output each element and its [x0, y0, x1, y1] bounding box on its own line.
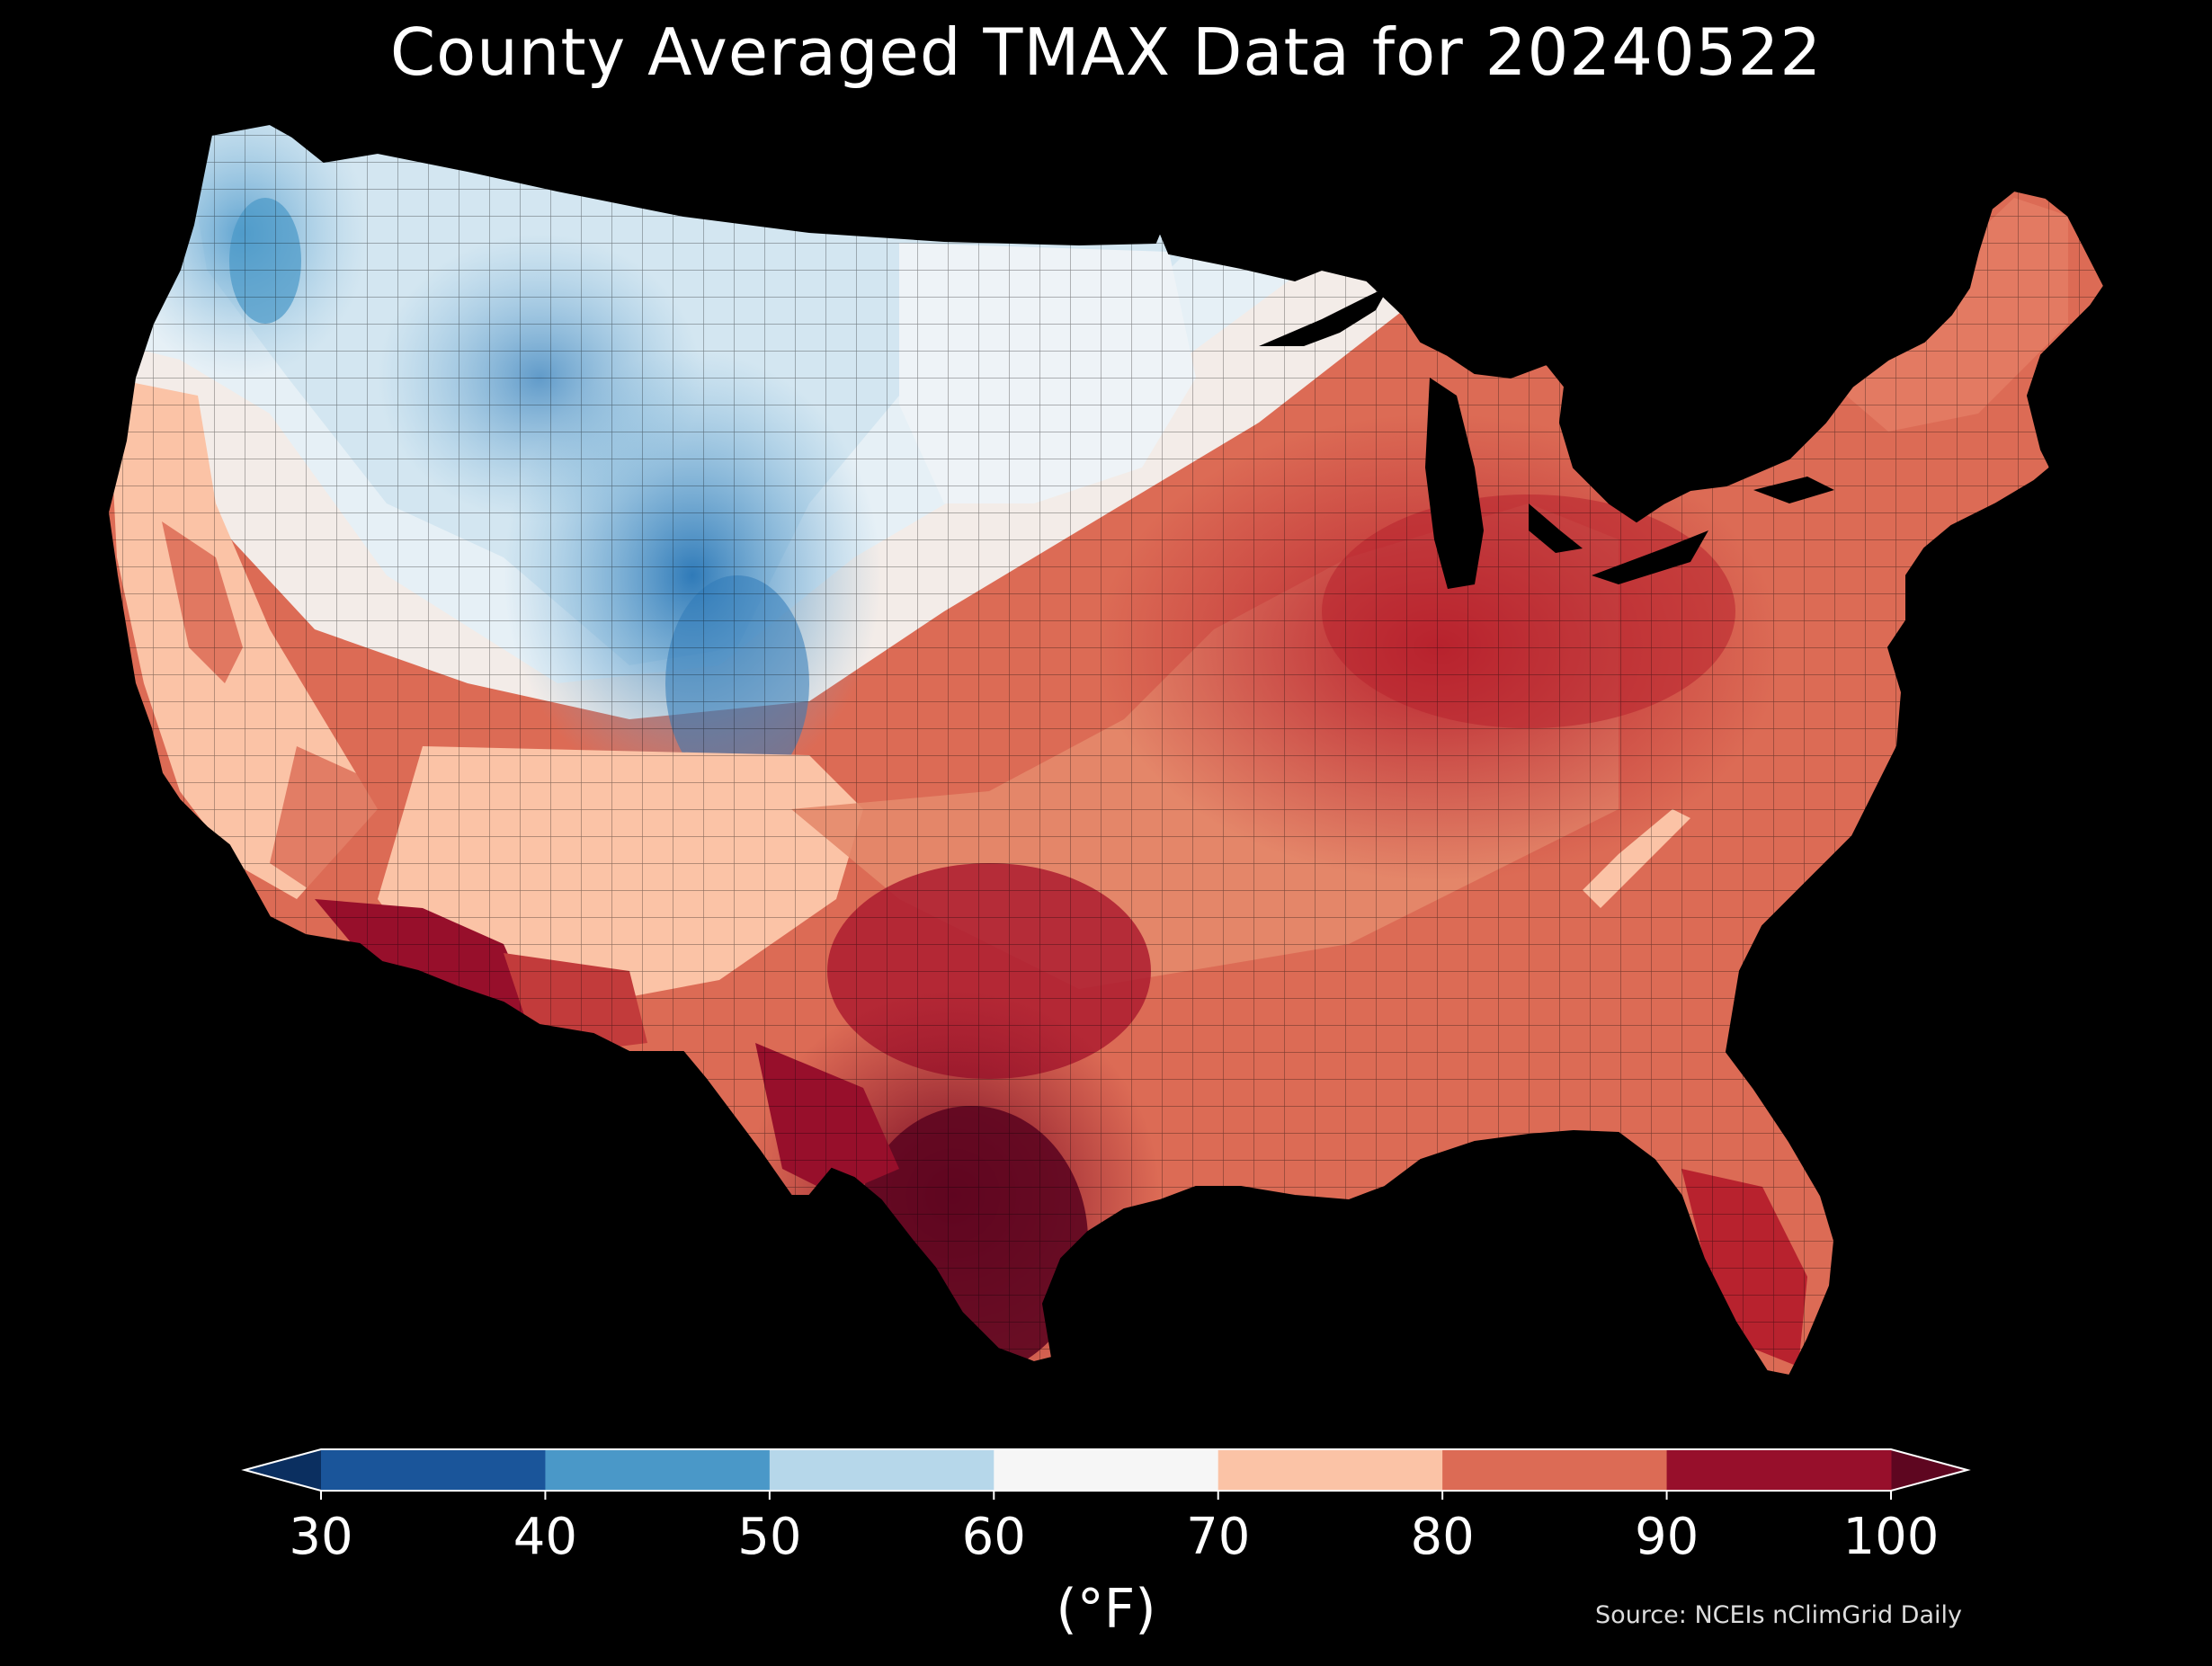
colorbar-bin-60-70 [994, 1449, 1219, 1491]
colorbar-bin-50-60 [769, 1449, 995, 1491]
colorbar-bin-30-40 [321, 1449, 546, 1491]
colorbar-bin-70-80 [1217, 1449, 1443, 1491]
colorbar-tick-label: 80 [1411, 1508, 1475, 1566]
colorbar-bin-90-100 [1666, 1449, 1892, 1491]
colorbar-tick-label: 70 [1186, 1508, 1250, 1566]
colorbar-tick-label: 50 [737, 1508, 801, 1566]
colorbar-tick-label: 40 [513, 1508, 577, 1566]
page-title: County Averaged TMAX Data for 20240522 [389, 14, 1823, 90]
source-note: Source: NCEIs nClimGrid Daily [1595, 1601, 1962, 1629]
colorbar-tick-label: 90 [1635, 1508, 1699, 1566]
colorbar-tick-label: 60 [962, 1508, 1026, 1566]
colorbar-under-extension [245, 1449, 321, 1491]
colorbar-bin-80-90 [1442, 1449, 1668, 1491]
colorbar-tick-label: 100 [1843, 1508, 1940, 1566]
colorbar-bin-40-50 [545, 1449, 771, 1491]
great-lakes [1259, 286, 1834, 589]
colorbar-tick-label: 30 [289, 1508, 352, 1566]
colorbar-over-extension [1891, 1449, 1967, 1491]
colorbar-unit-label: (°F) [1056, 1578, 1155, 1641]
